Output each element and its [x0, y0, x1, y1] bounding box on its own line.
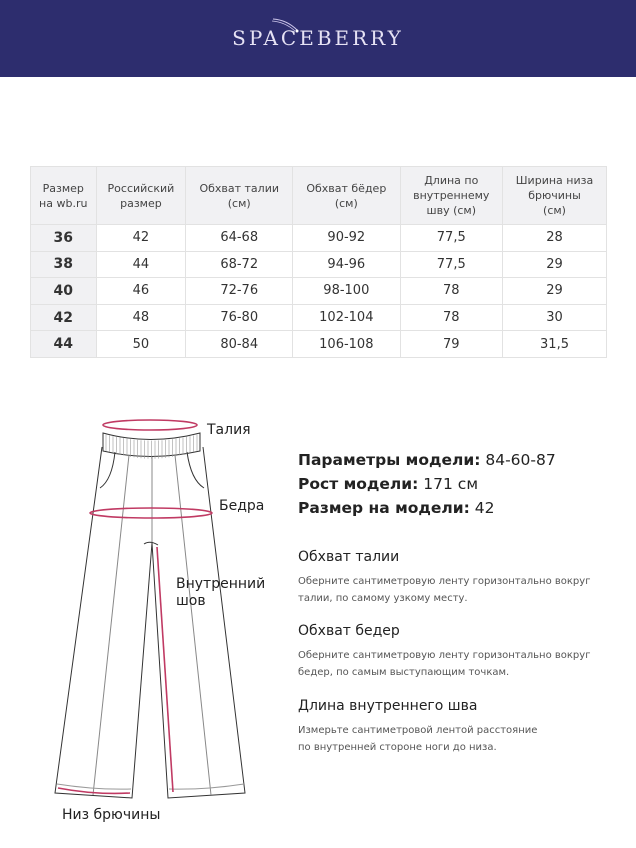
table-cell: 46: [95, 277, 187, 305]
instruction-inseam: Длина внутреннего шва Измерьте сантиметр…: [298, 698, 537, 756]
waist-measure: [102, 419, 198, 431]
table-row: 38 44 68-72 94-96 77,5 29: [30, 250, 607, 279]
table-row: 40 46 72-76 98-100 78 29: [30, 277, 607, 305]
brand-header: SPACEBERRY: [0, 0, 636, 77]
size-value: 42: [474, 499, 495, 517]
table-cell: 102-104: [292, 303, 401, 332]
label-waist: Талия: [207, 422, 251, 438]
table-cell: 64-68: [185, 224, 294, 252]
waistband-ribbing: [105, 434, 198, 459]
instruction-text: Оберните сантиметровую ленту горизонталь…: [298, 576, 591, 604]
params-value: 84-60-87: [485, 451, 556, 469]
table-cell: 90-92: [292, 224, 401, 252]
table-cell: 42: [95, 224, 187, 252]
table-cell: 78: [399, 277, 504, 305]
height-label: Рост модели:: [298, 475, 419, 493]
column-header: Ширина низа брючины (см): [502, 166, 607, 225]
table-cell: 44: [95, 250, 187, 279]
table-cell: 94-96: [292, 250, 401, 279]
pants-diagram: [54, 419, 246, 799]
table-cell: 28: [502, 224, 607, 252]
label-hips: Бедра: [219, 498, 265, 514]
table-cell: 76-80: [185, 303, 294, 332]
table-cell: 77,5: [399, 250, 504, 279]
table-cell: 98-100: [292, 277, 401, 305]
instruction-hips: Обхват бедер Оберните сантиметровую лент…: [298, 623, 590, 681]
inseam-measure: [156, 546, 174, 793]
model-params: Параметры модели: 84-60-87 Рост модели: …: [298, 448, 556, 520]
instruction-waist: Обхват талии Оберните сантиметровую лент…: [298, 549, 590, 607]
size-table: Размер на wb.ru Российский размер Обхват т…: [30, 166, 607, 358]
table-cell: 29: [502, 250, 607, 279]
hip-measure: [89, 507, 213, 519]
brand-logo: SPACEBERRY: [232, 26, 404, 50]
table-cell: 48: [95, 303, 187, 332]
table-cell: 30: [502, 303, 607, 332]
table-cell: 36: [30, 224, 97, 252]
shooting-star-icon: [271, 18, 299, 33]
instruction-title: Обхват талии: [298, 549, 400, 565]
table-cell: 38: [30, 250, 97, 279]
table-row: 36 42 64-68 90-92 77,5 28: [30, 224, 607, 252]
table-cell: 106-108: [292, 330, 401, 358]
table-cell: 31,5: [502, 330, 607, 358]
instruction-text: Оберните сантиметровую ленту горизонталь…: [298, 650, 591, 678]
table-cell: 77,5: [399, 224, 504, 252]
table-cell: 40: [30, 277, 97, 305]
table-cell: 29: [502, 277, 607, 305]
label-inseam: Внутренний шов: [176, 576, 266, 609]
table-cell: 80-84: [185, 330, 294, 358]
table-cell: 79: [399, 330, 504, 358]
column-header: Российский размер: [95, 166, 187, 225]
instruction-text: Измерьте сантиметровой лентой расстояние…: [298, 725, 538, 753]
column-header: Обхват талии (см): [185, 166, 294, 225]
table-row: 44 50 80-84 106-108 79 31,5: [30, 330, 607, 358]
pants-outline: [54, 432, 246, 799]
column-header: Обхват бёдер (см): [292, 166, 401, 225]
column-header: Размер на wb.ru: [30, 166, 97, 225]
size-label: Размер на модели:: [298, 499, 470, 517]
table-cell: 44: [30, 330, 97, 358]
params-label: Параметры модели:: [298, 451, 481, 469]
table-row: 42 48 76-80 102-104 78 30: [30, 303, 607, 332]
instruction-title: Обхват бедер: [298, 623, 400, 639]
measure-marks: [57, 419, 213, 795]
height-value: 171 см: [423, 475, 479, 493]
table-cell: 72-76: [185, 277, 294, 305]
column-header: Длина по внутреннему шву (см): [399, 166, 504, 225]
instruction-title: Длина внутреннего шва: [298, 698, 478, 714]
table-cell: 78: [399, 303, 504, 332]
table-cell: 68-72: [185, 250, 294, 279]
table-cell: 42: [30, 303, 97, 332]
hem-measure: [57, 787, 131, 795]
table-cell: 50: [95, 330, 187, 358]
label-hem: Низ брючины: [62, 807, 161, 823]
